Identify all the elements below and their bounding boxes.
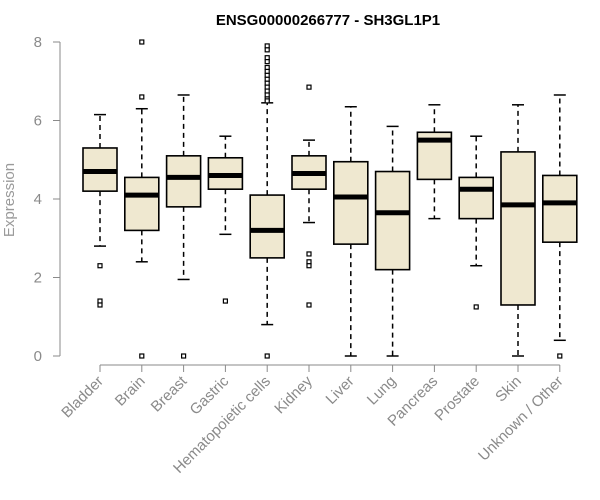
box-iqr <box>332 160 369 245</box>
x-tick-label: Kidney <box>271 372 316 417</box>
outlier-point <box>306 251 312 257</box>
y-axis: 0 2 4 6 8 <box>34 34 61 365</box>
box-group <box>124 39 160 359</box>
box-iqr <box>374 170 411 271</box>
box-group <box>374 125 411 357</box>
outlier-point <box>264 98 270 104</box>
box-group <box>291 84 327 308</box>
outlier-point <box>139 94 145 100</box>
outlier-point <box>473 304 479 310</box>
outlier-point <box>97 263 103 269</box>
box-iqr <box>458 176 495 220</box>
x-tick-label: Prostate <box>431 373 483 425</box>
y-tick-label: 8 <box>34 34 42 51</box>
box-group <box>500 104 536 357</box>
outlier-point <box>264 47 270 53</box>
box-iqr <box>541 174 578 243</box>
outlier-point <box>557 353 563 359</box>
chart-title: ENSG00000266777 - SH3GL1P1 <box>216 12 440 29</box>
outlier-point <box>139 353 145 359</box>
box-iqr <box>500 151 536 306</box>
outlier-point <box>139 39 145 45</box>
box-group <box>416 104 453 220</box>
outlier-point <box>306 302 312 308</box>
outlier-point <box>306 263 312 269</box>
y-tick-label: 2 <box>34 270 42 287</box>
outlier-point <box>181 353 187 359</box>
x-tick-label: Brain <box>112 373 149 410</box>
box-group <box>458 135 495 310</box>
box-group <box>82 113 118 308</box>
y-tick-label: 4 <box>34 191 42 208</box>
y-axis-label: Expression <box>1 163 18 237</box>
y-tick-label: 6 <box>34 113 42 130</box>
y-tick-label: 0 <box>34 348 42 365</box>
x-tick-label: Lung <box>364 373 400 409</box>
outlier-point <box>264 59 270 65</box>
box-group <box>541 94 578 359</box>
box-group <box>165 94 202 359</box>
box-iqr <box>165 155 202 208</box>
x-tick-label: Liver <box>323 373 358 408</box>
box-group <box>207 135 244 304</box>
boxes-layer <box>82 39 578 359</box>
outlier-point <box>97 302 103 308</box>
outlier-point <box>264 353 270 359</box>
outlier-point <box>222 298 228 304</box>
box-iqr <box>249 194 285 259</box>
x-tick-label: Breast <box>148 372 191 415</box>
box-iqr <box>124 176 160 232</box>
box-group <box>249 43 285 359</box>
outlier-point <box>306 84 312 90</box>
x-tick-label: Skin <box>492 373 525 406</box>
x-tick-label: Bladder <box>58 373 107 422</box>
box-group <box>332 106 369 357</box>
